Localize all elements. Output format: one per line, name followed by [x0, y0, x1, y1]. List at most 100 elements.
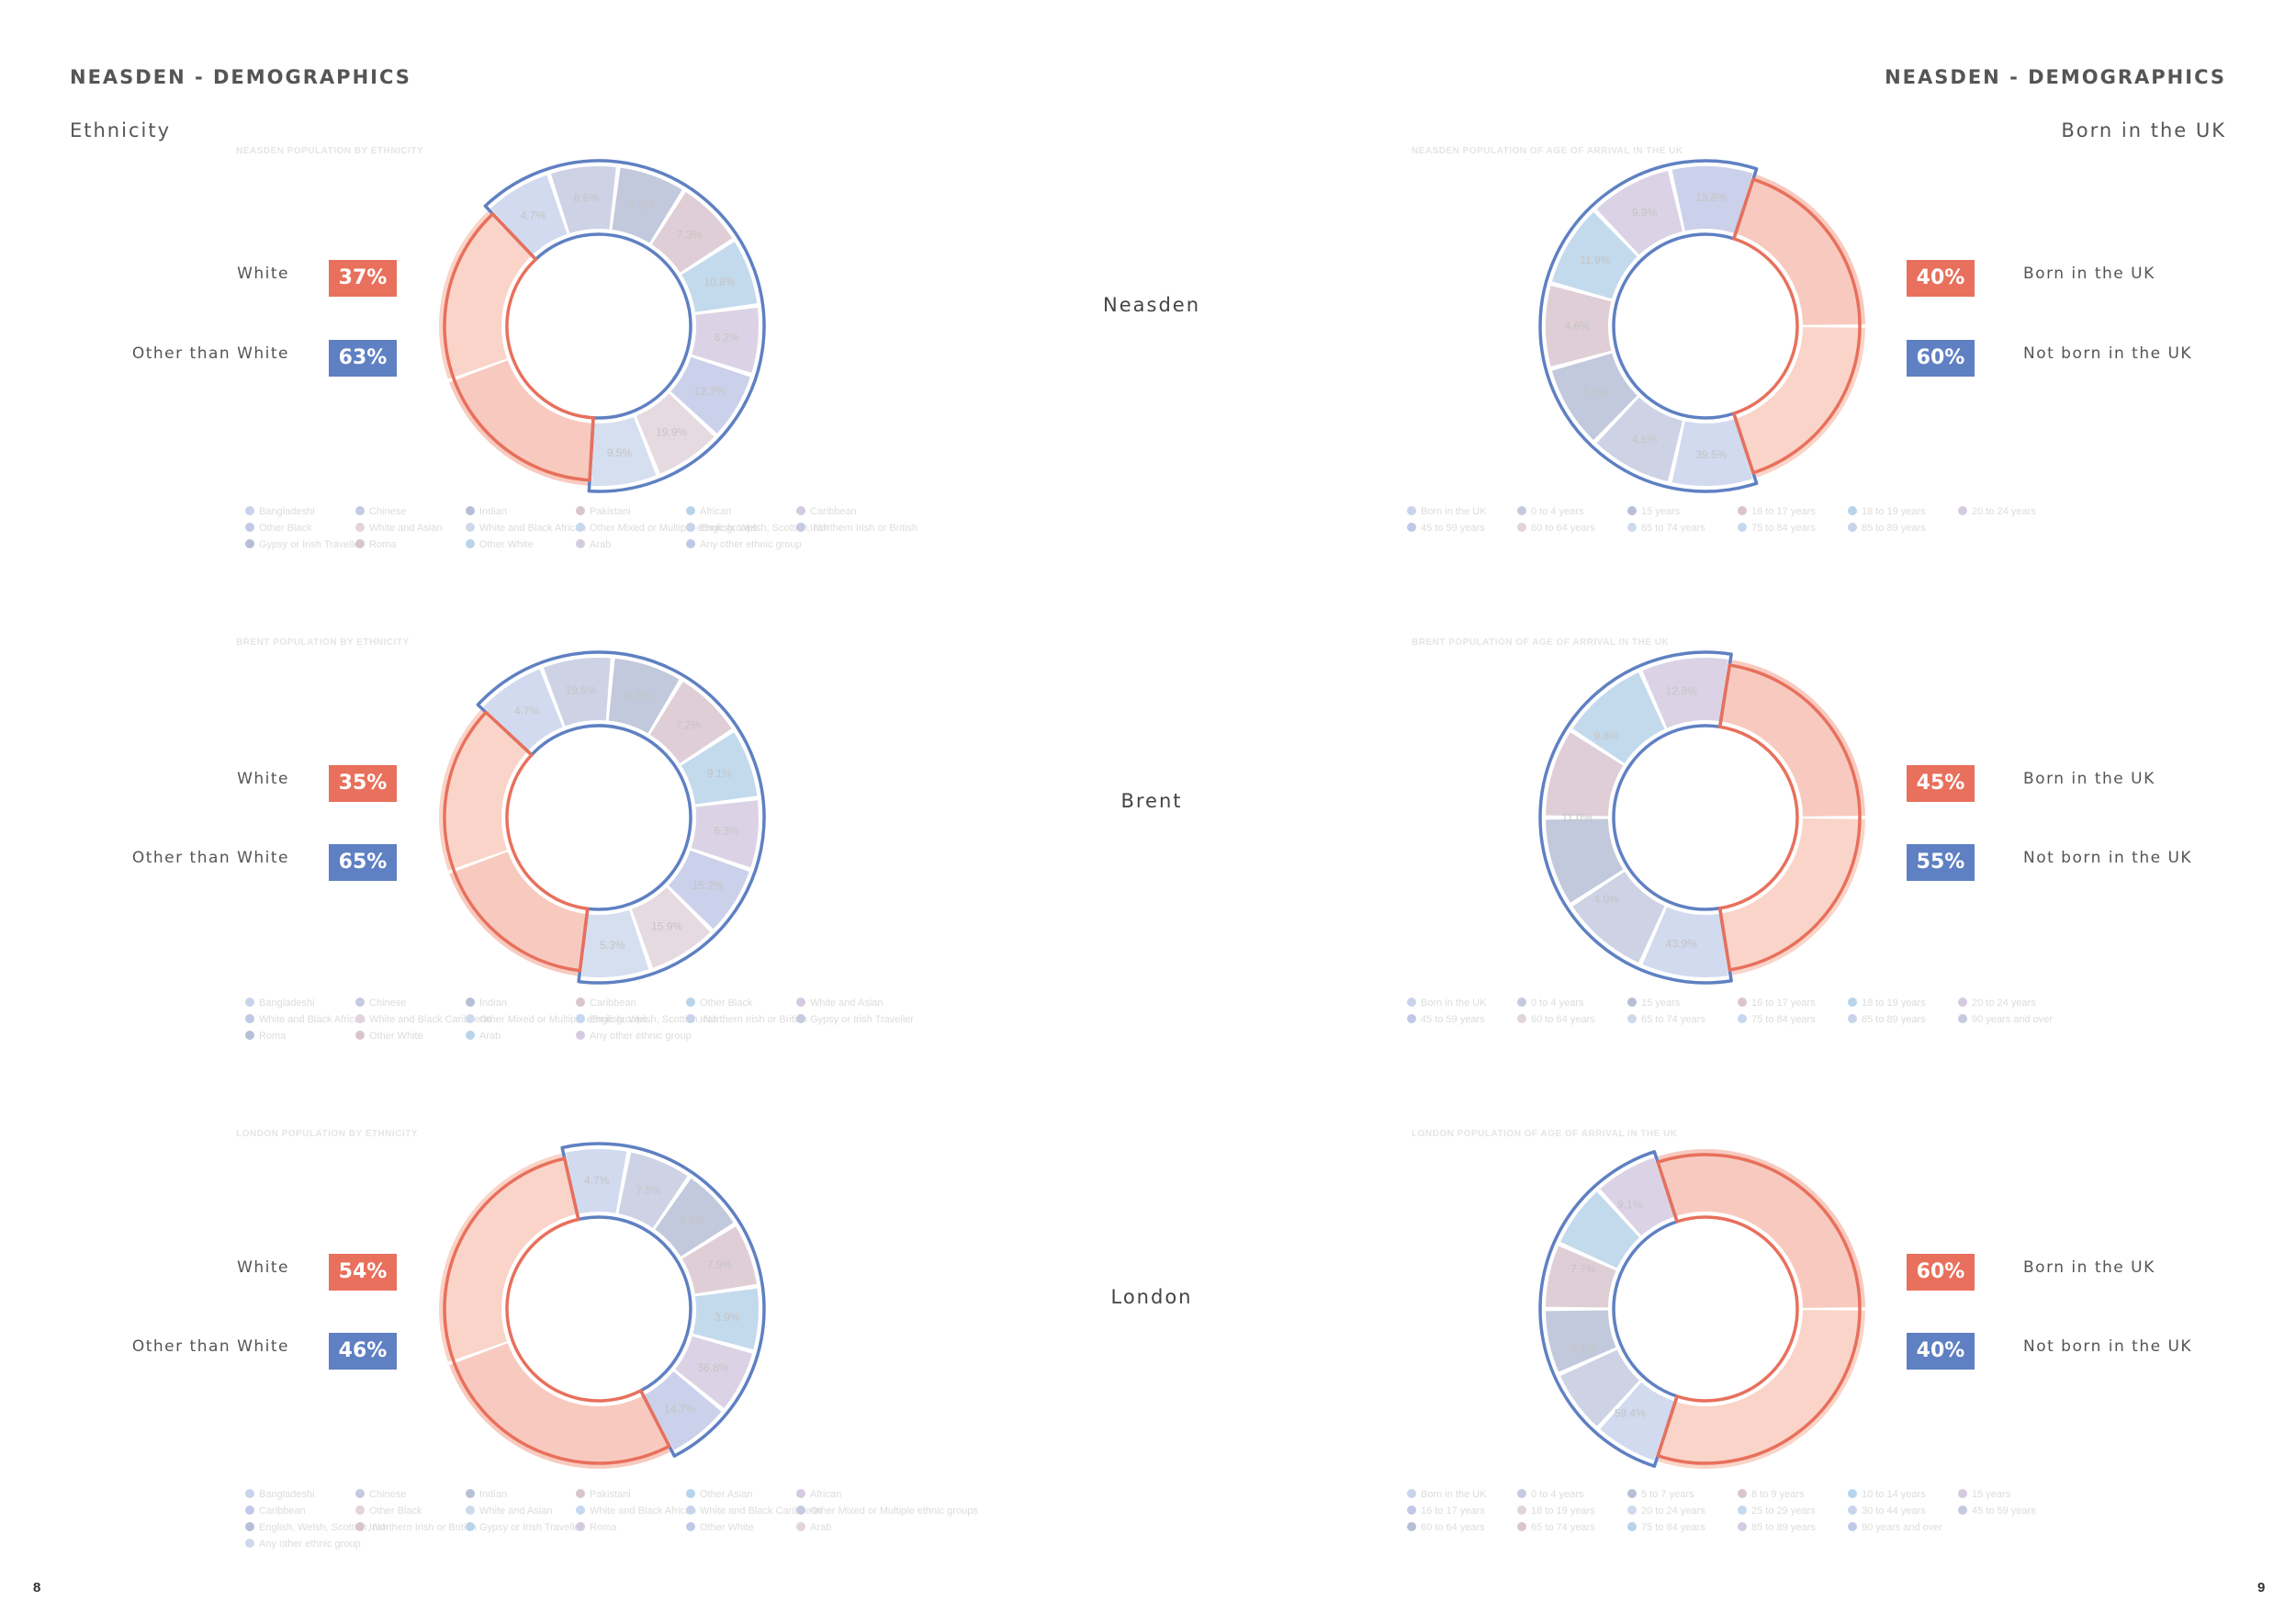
slice-value-label: 13.8%: [1695, 191, 1727, 204]
born-in-uk-percent-badge: 60%: [1907, 1254, 1975, 1291]
legend-item: 18 to 19 years: [1531, 1506, 1595, 1517]
legend-item: Other Black: [259, 523, 312, 534]
legend-swatch: [1958, 1014, 1967, 1023]
legend-item: White and Black African: [259, 1014, 366, 1025]
legend-swatch: [1407, 523, 1416, 532]
slice-value-label: 6.2%: [715, 332, 740, 344]
legend-swatch: [245, 523, 254, 532]
legend-swatch: [1848, 506, 1857, 515]
legend-item: White and Black African: [479, 523, 586, 534]
legend-item: 18 to 19 years: [1862, 506, 1926, 517]
white-group-outline: [443, 710, 590, 973]
slice-value-label: 4.5%: [1632, 433, 1658, 445]
donut-slice: [681, 242, 758, 312]
legend-swatch: [466, 1014, 475, 1023]
legend-swatch: [355, 539, 365, 548]
legend-swatch: [1517, 1506, 1526, 1515]
donut-slice: [1721, 818, 1865, 976]
other-than-white-label: Other than White: [131, 1337, 289, 1356]
legend-item: Other White: [479, 539, 534, 550]
slice-value-label: 4.0%: [1593, 893, 1619, 906]
legend-swatch: [1738, 1489, 1747, 1498]
donut-chart: 4.7% 7.5% 4.6% 7.9% 3.9% 36.8% 14.7% LONDON POP…: [236, 1129, 978, 1550]
slice-value-label: 8.1%: [1570, 1342, 1596, 1355]
legend-swatch: [796, 998, 805, 1007]
donut-slice: [1596, 397, 1683, 482]
not-born-in-uk-label: Not born in the UK: [2023, 849, 2193, 867]
slice-value-label: 14.7%: [664, 1403, 695, 1415]
legend-swatch: [1848, 1506, 1857, 1515]
slice-value-label: 39.5%: [1695, 448, 1727, 461]
slice-value-label: 4.6%: [1564, 320, 1590, 333]
donut-slice: [1736, 327, 1865, 478]
legend-item: Other Mixed or Multiple ethnic groups: [810, 1506, 978, 1517]
legend-item: Indian: [479, 1489, 507, 1500]
legend-swatch: [1627, 506, 1637, 515]
slice-value-label: 4.6%: [680, 1213, 705, 1226]
slice-value-label: 43.9%: [1666, 938, 1697, 951]
donut-chart: 59.4% 8.1% 7.7% 9.1% LONDON POPULATION OF AG…: [1407, 1129, 2036, 1533]
legend-item: 65 to 74 years: [1531, 1522, 1595, 1533]
slice-value-label: 7.3%: [677, 229, 703, 242]
slice-value-label: 9.1%: [1617, 1199, 1643, 1212]
donut-slice: [1596, 170, 1683, 255]
slice-value-label: 11.0%: [1561, 811, 1592, 824]
born-in-uk-label: Born in the UK: [2023, 770, 2155, 788]
donut-slice: [1642, 907, 1728, 977]
area-label-neasden: Neasden: [1103, 294, 1200, 316]
legend-swatch: [1738, 1506, 1747, 1515]
slice-value-label: 4.7%: [514, 705, 540, 717]
legend-item: 20 to 24 years: [1641, 1506, 1705, 1517]
donut-slice: [449, 851, 586, 976]
legend-item: Gypsy or Irish Traveller: [810, 1014, 914, 1025]
legend-item: Born in the UK: [1421, 506, 1487, 517]
slice-value-label: 6.3%: [715, 825, 740, 838]
legend-swatch: [1517, 1522, 1526, 1531]
white-group-outline: [1717, 663, 1862, 972]
donut-slice: [612, 167, 682, 243]
slice-value-label: 9.9%: [1632, 207, 1658, 220]
legend-item: 20 to 24 years: [1972, 998, 2036, 1009]
donut-slice: [1560, 1349, 1639, 1427]
legend-swatch: [1738, 998, 1747, 1007]
donut-slice: [1572, 672, 1665, 764]
legend-item: Other Mixed or Multiple ethnic groups: [479, 1014, 647, 1025]
legend-swatch: [1627, 1522, 1637, 1531]
legend-item: Caribbean: [810, 506, 857, 517]
donut-slice: [608, 658, 680, 734]
legend-item: Irish: [700, 1014, 719, 1025]
slice-value-label: 9.1%: [707, 767, 733, 780]
donut-slice: [681, 1226, 757, 1294]
donut-chart: 4.7% 19.5% 4.3% 7.2% 9.1% 6.3% 15.2% 15.9% 5.3% B…: [236, 637, 914, 1042]
legend-swatch: [1738, 1522, 1747, 1531]
legend-swatch: [796, 1522, 805, 1531]
slice-value-label: 19.5%: [566, 683, 597, 696]
donut-slice: [1560, 1191, 1639, 1269]
legend-swatch: [576, 1014, 585, 1023]
legend-swatch: [796, 1489, 805, 1498]
legend-swatch: [1958, 1506, 1967, 1515]
legend-swatch: [1958, 506, 1967, 515]
legend-swatch: [355, 998, 365, 1007]
not-born-in-uk-percent-badge: 60%: [1907, 340, 1975, 377]
legend-swatch: [245, 506, 254, 515]
donut-slice: [649, 682, 732, 764]
slice-value-label: 11.9%: [1580, 254, 1610, 266]
legend-swatch: [576, 539, 585, 548]
legend-swatch: [1848, 1489, 1857, 1498]
chart-title: LONDON POPULATION BY ETHNICITY: [236, 1129, 418, 1139]
legend-item: White and Black Caribbean: [700, 1506, 822, 1517]
legend-swatch: [245, 1014, 254, 1023]
legend-item: 0 to 4 years: [1531, 998, 1584, 1009]
slice-value-label: 7.5%: [636, 1184, 661, 1197]
legend-item: Pakistani: [590, 506, 631, 517]
legend-item: Arab: [590, 539, 611, 550]
white-percent-badge: 37%: [329, 260, 397, 297]
legend-swatch: [245, 1031, 254, 1040]
donut-slice: [581, 909, 649, 977]
other-than-white-percent-badge: 46%: [329, 1333, 397, 1370]
donut-slice: [1721, 660, 1865, 817]
legend-item: 16 to 17 years: [1751, 506, 1816, 517]
not-born-in-uk-percent-badge: 55%: [1907, 844, 1975, 881]
